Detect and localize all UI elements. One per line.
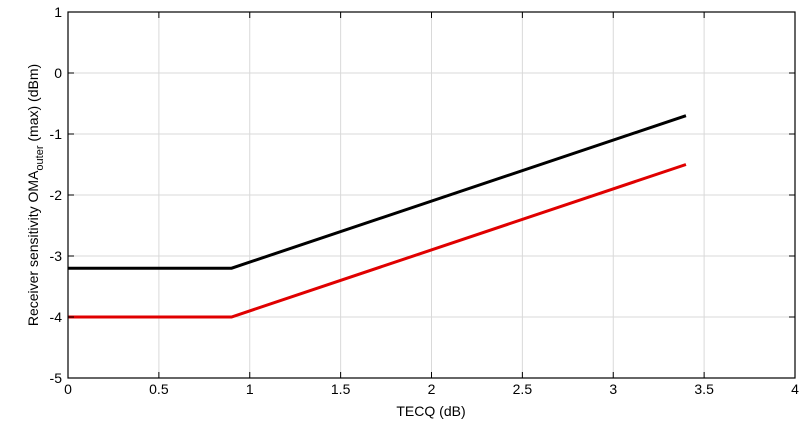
x-tick-label: 3.5	[694, 381, 714, 397]
y-tick-label: -3	[50, 248, 63, 264]
x-tick-label: 0.5	[149, 381, 169, 397]
y-tick-label: 0	[54, 65, 62, 81]
x-tick-label: 2.5	[513, 381, 533, 397]
x-tick-label: 3	[609, 381, 617, 397]
y-axis-title-prefix: Receiver sensitivity OMA	[25, 170, 41, 326]
series-line-1	[68, 114, 687, 270]
y-tick-labels: -5 -4 -3 -2 -1 0 1	[50, 4, 63, 386]
y-tick-label: -5	[50, 370, 63, 386]
series-lines	[68, 114, 687, 319]
x-axis-title: TECQ (dB)	[396, 403, 465, 419]
x-tick-label: 4	[791, 381, 799, 397]
x-tick-label: 0	[64, 381, 72, 397]
y-tick-label: -2	[50, 187, 63, 203]
series-line-2	[68, 163, 687, 319]
y-tick-label: -1	[50, 126, 63, 142]
x-tick-label: 1	[246, 381, 254, 397]
y-tick-label: 1	[54, 4, 62, 20]
x-tick-labels: 0 0.5 1 1.5 2 2.5 3 3.5 4	[64, 381, 799, 397]
x-tick-label: 2	[428, 381, 436, 397]
y-tick-label: -4	[50, 309, 63, 325]
x-tick-label: 1.5	[331, 381, 351, 397]
ticks	[67, 11, 796, 379]
y-axis-title-suffix: (max) (dBm)	[25, 64, 41, 146]
y-axis-title-subscript: outer	[34, 145, 46, 170]
grid	[67, 11, 796, 379]
y-axis-title: Receiver sensitivity OMAouter (max) (dBm…	[25, 64, 46, 326]
